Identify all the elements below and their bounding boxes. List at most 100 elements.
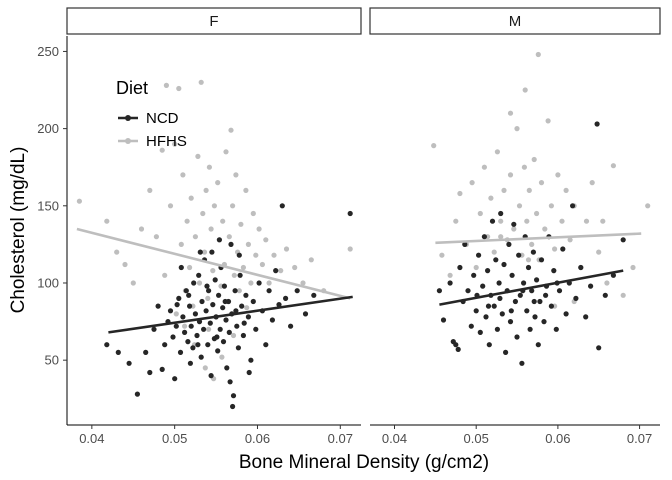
point-m-ncd-38 — [517, 292, 523, 298]
point-f-ncd-6 — [151, 326, 157, 332]
legend-hfhs-point — [125, 138, 131, 144]
point-m-ncd-25 — [496, 280, 502, 286]
point-f-ncd-75 — [279, 203, 285, 209]
point-m-ncd-71 — [620, 237, 626, 243]
point-f-ncd-97 — [241, 320, 247, 326]
point-f-hfhs-10 — [163, 82, 169, 88]
point-m-ncd-43 — [525, 264, 532, 271]
point-m-hfhs-17 — [507, 172, 514, 178]
fit-line-m-ncd — [439, 269, 624, 306]
point-f-hfhs-4 — [130, 280, 136, 286]
point-m-ncd-73 — [485, 303, 492, 309]
point-f-ncd-68 — [256, 280, 262, 286]
point-f-hfhs-64 — [300, 280, 306, 286]
point-f-hfhs-48 — [236, 288, 242, 294]
point-f-ncd-24 — [191, 280, 197, 286]
y-tick-label-150: 150 — [37, 198, 59, 213]
point-f-ncd-36 — [207, 320, 213, 326]
point-f-hfhs-57 — [259, 261, 265, 268]
y-axis-ticks: 50 100 150 200 250 — [37, 44, 67, 368]
point-f-hfhs-15 — [178, 241, 184, 247]
point-f-ncd-49 — [223, 317, 229, 323]
point-m-hfhs-40 — [583, 218, 590, 224]
x-axis-title: Bone Mineral Density (g/cm2) — [239, 452, 489, 473]
point-f-ncd-85 — [208, 373, 214, 379]
point-m-hfhs-30 — [542, 226, 548, 232]
point-f-hfhs-59 — [266, 280, 272, 286]
point-f-hfhs-14 — [176, 85, 182, 92]
y-tick-label-50: 50 — [45, 353, 59, 368]
point-f-ncd-15 — [176, 295, 182, 301]
point-f-ncd-83 — [187, 360, 193, 366]
point-f-ncd-27 — [196, 272, 202, 278]
point-f-ncd-17 — [180, 314, 186, 320]
point-m-ncd-68 — [596, 345, 602, 351]
point-f-ncd-31 — [201, 326, 207, 332]
point-m-hfhs-25 — [529, 241, 535, 247]
point-f-ncd-12 — [170, 334, 176, 340]
point-m-ncd-23 — [493, 257, 499, 263]
point-f-ncd-93 — [204, 283, 210, 289]
point-f-ncd-89 — [246, 369, 252, 376]
point-m-ncd-21 — [489, 218, 496, 224]
point-m-ncd-9 — [465, 288, 471, 294]
point-m-ncd-2 — [447, 280, 453, 286]
point-f-ncd-62 — [240, 332, 246, 339]
point-m-hfhs-44 — [610, 163, 617, 169]
point-f-hfhs-65 — [308, 257, 314, 263]
point-m-ncd-58 — [556, 288, 563, 294]
point-f-ncd-77 — [288, 323, 294, 329]
point-m-hfhs-45 — [620, 292, 626, 298]
point-f-ncd-43 — [216, 292, 222, 298]
panel-m — [431, 51, 651, 366]
point-f-ncd-40 — [212, 277, 218, 283]
point-m-hfhs-48 — [507, 110, 514, 116]
point-f-hfhs-55 — [253, 252, 259, 258]
point-m-ncd-12 — [473, 308, 479, 314]
point-f-ncd-92 — [195, 342, 201, 348]
point-m-ncd-77 — [531, 298, 537, 305]
point-f-ncd-52 — [226, 329, 232, 335]
point-f-ncd-21 — [187, 303, 193, 309]
point-f-ncd-67 — [253, 326, 259, 332]
point-m-hfhs-4 — [457, 190, 463, 197]
point-m-hfhs-2 — [447, 272, 453, 278]
point-m-hfhs-55 — [600, 218, 606, 224]
x-tick-label-m-0: 0.04 — [382, 431, 407, 446]
point-m-hfhs-47 — [645, 203, 651, 209]
point-f-hfhs-24 — [196, 280, 203, 286]
point-f-ncd-72 — [269, 317, 275, 323]
point-f-ncd-2 — [126, 360, 132, 366]
point-m-ncd-39 — [519, 360, 525, 366]
point-m-hfhs-29 — [538, 180, 545, 186]
point-f-hfhs-25 — [198, 79, 204, 85]
point-f-ncd-64 — [245, 314, 251, 320]
fit-line-f-hfhs — [76, 227, 351, 300]
point-m-hfhs-6 — [469, 180, 475, 186]
point-f-hfhs-62 — [283, 246, 290, 252]
point-m-ncd-26 — [498, 210, 504, 217]
point-f-hfhs-13 — [173, 311, 179, 317]
point-f-ncd-19 — [183, 288, 189, 294]
point-f-ncd-70 — [263, 342, 269, 348]
point-f-ncd-63 — [243, 292, 249, 298]
point-f-ncd-86 — [216, 237, 222, 243]
point-f-ncd-79 — [302, 311, 309, 317]
point-f-hfhs-30 — [206, 164, 212, 170]
point-m-ncd-56 — [551, 268, 557, 274]
legend-title: Diet — [116, 78, 148, 98]
point-f-ncd-48 — [221, 283, 227, 289]
point-f-hfhs-29 — [205, 295, 211, 301]
y-tick-label-250: 250 — [37, 44, 59, 59]
point-m-ncd-47 — [532, 314, 538, 320]
point-m-ncd-36 — [514, 334, 520, 340]
point-f-ncd-11 — [167, 308, 174, 314]
point-f-ncd-37 — [209, 249, 215, 255]
point-m-ncd-19 — [486, 342, 492, 348]
point-m-ncd-60 — [563, 311, 569, 317]
point-f-ncd-26 — [194, 332, 200, 339]
point-f-hfhs-9 — [162, 272, 168, 278]
point-f-hfhs-58 — [263, 237, 269, 243]
point-m-ncd-63 — [573, 295, 579, 301]
point-m-ncd-0 — [436, 288, 442, 294]
